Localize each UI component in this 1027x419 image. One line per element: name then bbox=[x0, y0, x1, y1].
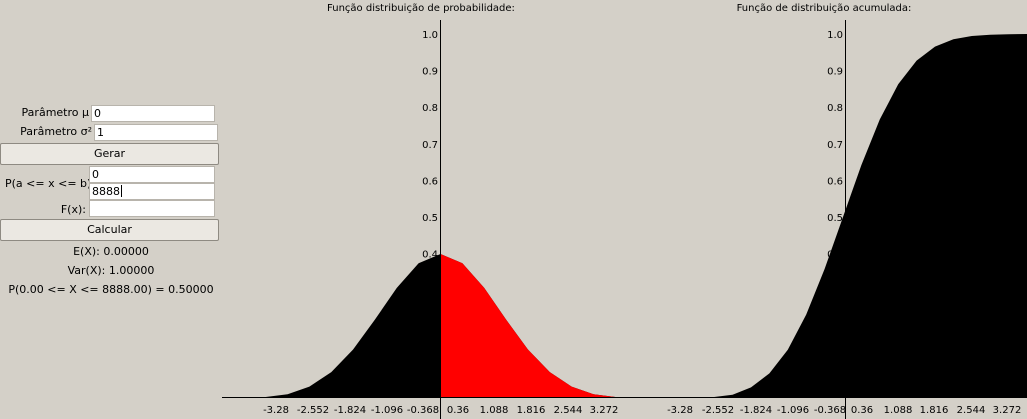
text-caret bbox=[121, 185, 122, 197]
chart2-x-tick-label: 3.272 bbox=[993, 405, 1022, 416]
chart1-x-tick-label: 3.272 bbox=[590, 405, 619, 416]
lower-bound-input[interactable]: 0 bbox=[89, 166, 215, 183]
chart1-y-tick-label: 0.5 bbox=[422, 213, 438, 224]
chart1-x-tick-label: 1.088 bbox=[480, 405, 509, 416]
parameter-panel: Parâmetro μ 0 Parâmetro σ² 1 Gerar P(a <… bbox=[0, 0, 222, 419]
chart1-y-tick-label: 0.8 bbox=[422, 103, 438, 114]
generate-button[interactable]: Gerar bbox=[0, 143, 219, 165]
chart2-y-tick-label: 0.6 bbox=[827, 176, 843, 187]
chart2-y-tick-label: 0.7 bbox=[827, 140, 843, 151]
chart2-x-tick-label: 0.36 bbox=[851, 405, 873, 416]
chart1-x-tick-label: 1.816 bbox=[517, 405, 546, 416]
chart2-x-tick-label: -0.368 bbox=[814, 405, 846, 416]
chart1-y-tick-label: 0.4 bbox=[422, 250, 438, 261]
variance-text: Var(X): 1.00000 bbox=[67, 264, 155, 277]
chart2-x-tick-label: -2.552 bbox=[702, 405, 734, 416]
probability-result-text: P(0.00 <= X <= 8888.00) = 0.50000 bbox=[8, 283, 214, 296]
chart2-x-tick-label: -3.28 bbox=[667, 405, 693, 416]
chart1-x-tick-label: -1.096 bbox=[371, 405, 403, 416]
chart2-title: Função de distribuição acumulada: bbox=[737, 3, 912, 14]
probability-range-label: P(a <= x <= b): bbox=[5, 177, 96, 190]
chart1-y-tick-label: 0.9 bbox=[422, 67, 438, 78]
chart2-x-tick-label: 2.544 bbox=[957, 405, 986, 416]
mu-input[interactable]: 0 bbox=[91, 105, 215, 122]
upper-bound-input[interactable]: 8888 bbox=[89, 183, 215, 200]
sigma2-input[interactable]: 1 bbox=[94, 124, 218, 141]
chart1-x-tick-label: 2.544 bbox=[554, 405, 583, 416]
fx-label: F(x): bbox=[60, 203, 86, 216]
chart1-title: Função distribuição de probabilidade: bbox=[327, 3, 515, 14]
expected-value-text: E(X): 0.00000 bbox=[73, 245, 149, 258]
chart1-x-tick-label: -2.552 bbox=[297, 405, 329, 416]
chart1-y-tick-label: 0.6 bbox=[422, 176, 438, 187]
chart1-y-tick-label: 0.7 bbox=[422, 140, 438, 151]
chart2-y-tick-label: 0.8 bbox=[827, 103, 843, 114]
calculate-button[interactable]: Calcular bbox=[0, 219, 219, 241]
chart2-x-tick-label: -1.096 bbox=[777, 405, 809, 416]
chart1-highlight-area bbox=[440, 254, 659, 397]
chart1-x-tick-label: -0.368 bbox=[407, 405, 439, 416]
chart2-area bbox=[659, 34, 1027, 397]
chart1-x-tick-label: -3.28 bbox=[263, 405, 289, 416]
chart2-y-tick-label: 1.0 bbox=[827, 30, 843, 41]
sigma2-label: Parâmetro σ² bbox=[20, 125, 92, 138]
chart1-x-tick-label: 0.36 bbox=[447, 405, 469, 416]
chart2-y-tick-label: 0.9 bbox=[827, 67, 843, 78]
chart2-y-tick-label: 0.4 bbox=[827, 250, 843, 261]
chart2-x-tick-label: 1.816 bbox=[920, 405, 949, 416]
chart2-x-tick-label: -1.824 bbox=[740, 405, 772, 416]
mu-label: Parâmetro μ bbox=[21, 106, 89, 119]
chart1-y-tick-label: 1.0 bbox=[422, 30, 438, 41]
chart2-y-tick-label: 0.5 bbox=[827, 213, 843, 224]
chart1-x-tick-label: -1.824 bbox=[334, 405, 366, 416]
chart2-x-tick-label: 1.088 bbox=[884, 405, 913, 416]
fx-input[interactable] bbox=[89, 200, 215, 217]
